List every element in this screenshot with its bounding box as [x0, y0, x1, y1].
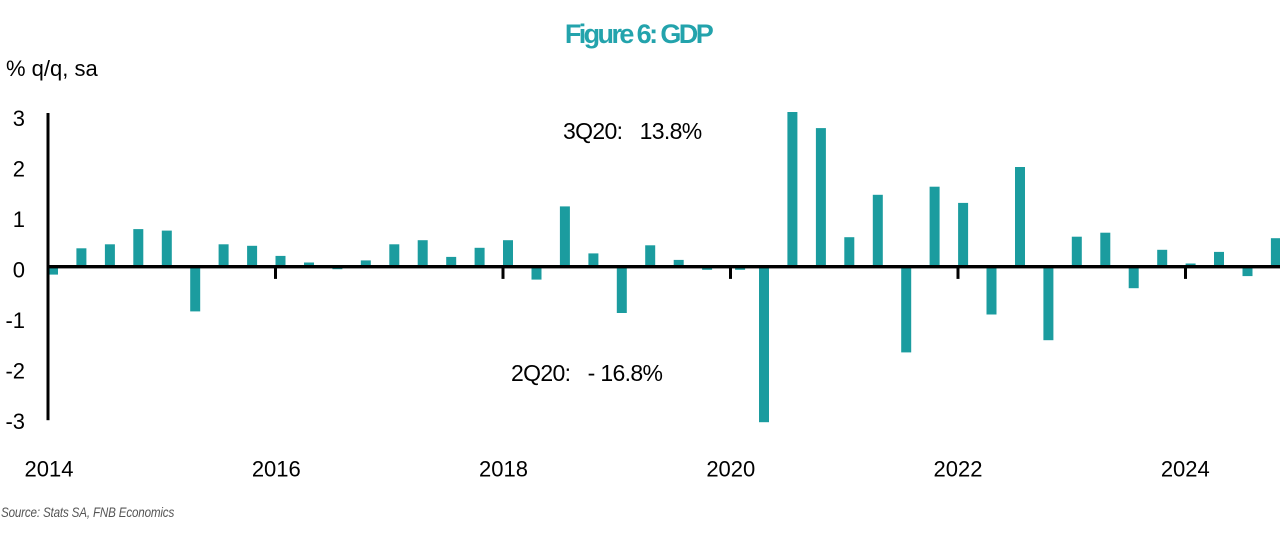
svg-text:-3: -3 — [5, 409, 25, 434]
svg-text:0: 0 — [13, 258, 25, 283]
svg-text:2022: 2022 — [934, 456, 983, 481]
svg-text:2024: 2024 — [1161, 456, 1210, 481]
svg-text:3: 3 — [13, 106, 25, 131]
svg-text:2018: 2018 — [479, 456, 528, 481]
svg-text:2014: 2014 — [25, 456, 74, 481]
svg-text:1: 1 — [13, 207, 25, 232]
svg-text:2: 2 — [13, 157, 25, 182]
svg-text:2Q20: - 16.8%: 2Q20: - 16.8% — [511, 360, 663, 386]
svg-text:-1: -1 — [5, 308, 25, 333]
svg-text:-2: -2 — [5, 359, 25, 384]
svg-text:2020: 2020 — [706, 456, 755, 481]
svg-text:3Q20: 13.8%: 3Q20: 13.8% — [563, 118, 702, 144]
svg-text:2016: 2016 — [252, 456, 301, 481]
